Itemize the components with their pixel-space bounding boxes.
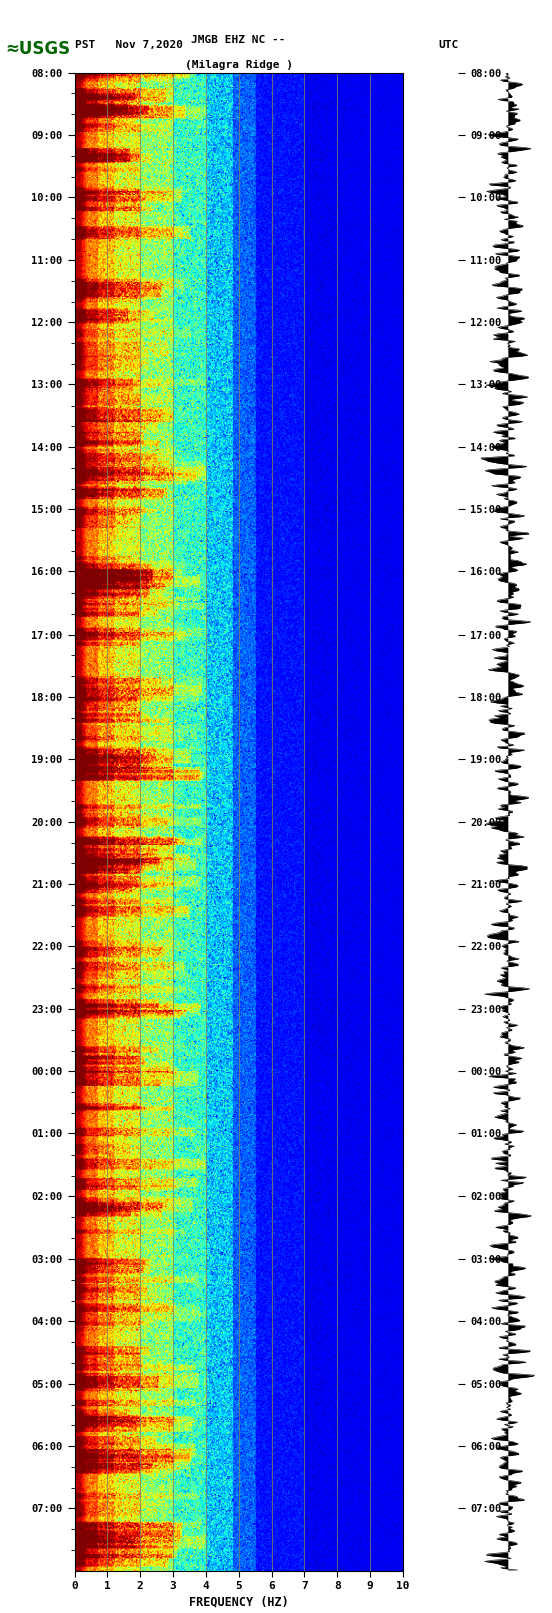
Text: ≈USGS: ≈USGS — [6, 40, 71, 58]
Text: JMGB EHZ NC --: JMGB EHZ NC -- — [192, 35, 286, 45]
Text: PST   Nov 7,2020: PST Nov 7,2020 — [75, 40, 183, 50]
X-axis label: FREQUENCY (HZ): FREQUENCY (HZ) — [189, 1595, 289, 1608]
Text: (Milagra Ridge ): (Milagra Ridge ) — [185, 60, 293, 69]
Text: UTC: UTC — [438, 40, 458, 50]
